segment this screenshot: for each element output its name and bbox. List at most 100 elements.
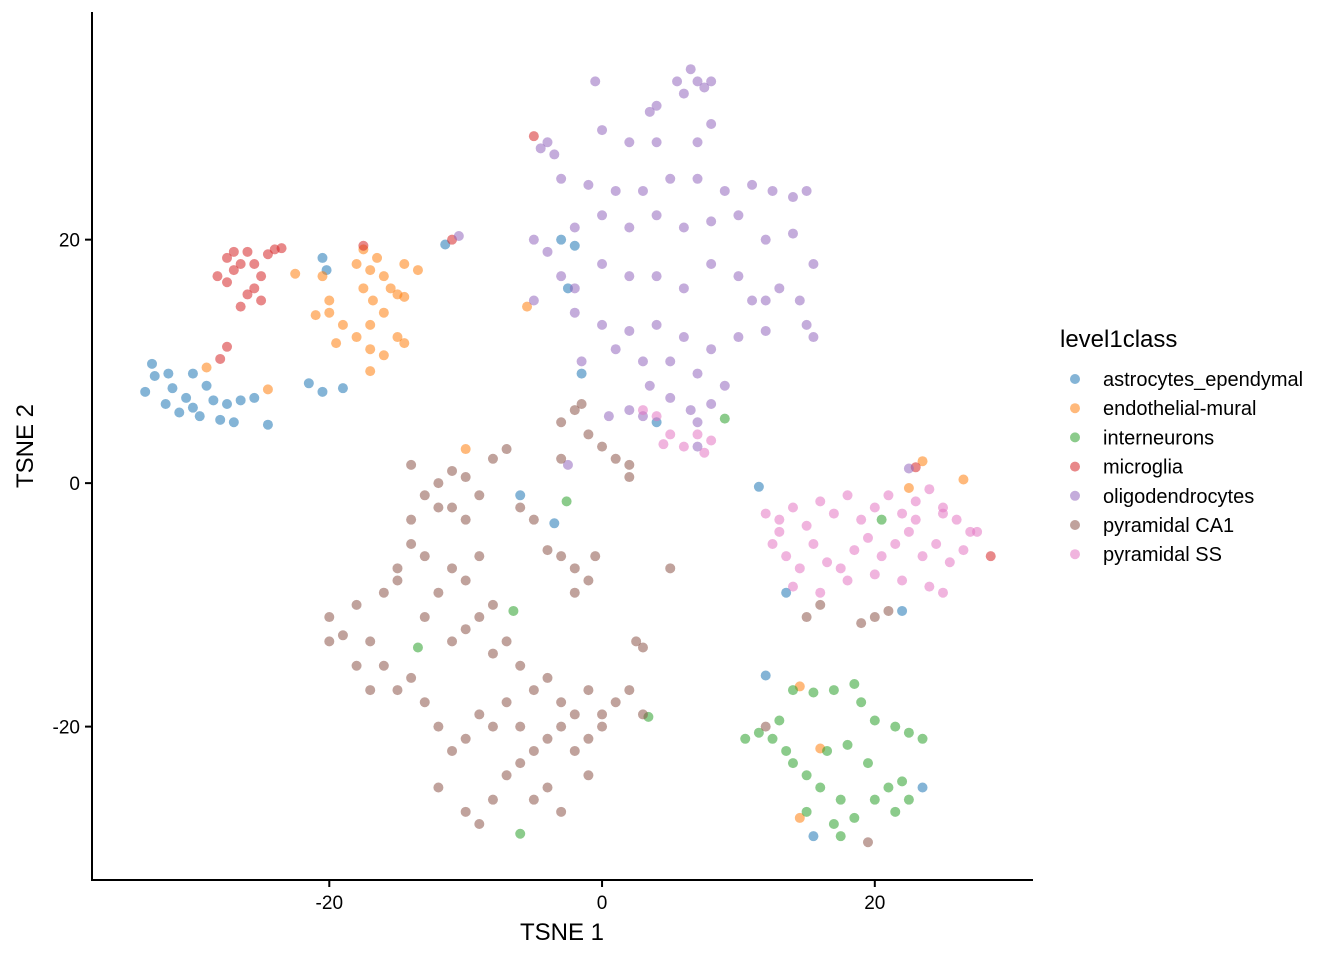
point-pyramidal-ca1 bbox=[365, 636, 376, 647]
point-interneurons bbox=[828, 819, 839, 829]
legend-key bbox=[1070, 403, 1080, 414]
point-pyramidal-ca1 bbox=[501, 444, 512, 455]
point-pyramidal-ss bbox=[842, 575, 853, 586]
point-oligodendrocytes bbox=[651, 100, 662, 111]
point-pyramidal-ca1 bbox=[801, 612, 812, 623]
point-pyramidal-ca1 bbox=[351, 660, 362, 671]
point-pyramidal-ca1 bbox=[556, 417, 567, 428]
point-astrocytes-ependymal bbox=[163, 368, 174, 379]
point-oligodendrocytes bbox=[624, 271, 635, 282]
point-microglia bbox=[228, 265, 239, 276]
point-pyramidal-ca1 bbox=[460, 514, 471, 525]
point-pyramidal-ss bbox=[897, 575, 908, 586]
legend: level1class astrocytes_ependymal endothel… bbox=[1060, 326, 1303, 566]
point-endothelial-mural bbox=[372, 252, 383, 263]
legend-key bbox=[1070, 520, 1080, 530]
point-endothelial-mural bbox=[358, 283, 369, 294]
point-astrocytes-ependymal bbox=[515, 490, 526, 501]
point-astrocytes-ependymal bbox=[215, 414, 226, 425]
point-pyramidal-ss bbox=[767, 539, 778, 549]
point-pyramidal-ca1 bbox=[760, 721, 771, 732]
point-pyramidal-ca1 bbox=[556, 806, 567, 817]
point-oligodendrocytes bbox=[556, 173, 567, 184]
point-oligodendrocytes bbox=[706, 259, 717, 269]
point-astrocytes-ependymal bbox=[760, 670, 771, 681]
point-oligodendrocytes bbox=[569, 307, 580, 318]
point-astrocytes-ependymal bbox=[781, 587, 792, 598]
point-pyramidal-ss bbox=[876, 551, 887, 562]
point-pyramidal-ca1 bbox=[590, 551, 601, 562]
point-pyramidal-ca1 bbox=[583, 575, 594, 586]
point-microglia bbox=[276, 243, 287, 254]
point-oligodendrocytes bbox=[665, 392, 676, 403]
point-astrocytes-ependymal bbox=[262, 419, 273, 430]
point-oligodendrocytes bbox=[624, 137, 635, 148]
point-pyramidal-ca1 bbox=[433, 587, 444, 598]
point-endothelial-mural bbox=[378, 350, 389, 361]
point-pyramidal-ca1 bbox=[597, 709, 608, 720]
point-endothelial-mural bbox=[351, 259, 362, 269]
point-oligodendrocytes bbox=[678, 88, 689, 99]
point-pyramidal-ca1 bbox=[447, 636, 458, 647]
point-oligodendrocytes bbox=[583, 179, 594, 190]
point-pyramidal-ca1 bbox=[583, 685, 594, 696]
point-pyramidal-ca1 bbox=[597, 721, 608, 732]
point-astrocytes-ependymal bbox=[167, 383, 178, 394]
point-microglia bbox=[242, 289, 253, 300]
point-pyramidal-ss bbox=[944, 557, 955, 568]
y-axis-title: TSNE 2 bbox=[12, 404, 39, 488]
point-endothelial-mural bbox=[262, 384, 273, 395]
point-endothelial-mural bbox=[365, 344, 376, 355]
point-pyramidal-ss bbox=[787, 581, 798, 592]
point-endothelial-mural bbox=[324, 295, 335, 306]
point-pyramidal-ca1 bbox=[569, 563, 580, 574]
point-endothelial-mural bbox=[399, 259, 410, 269]
point-interneurons bbox=[903, 727, 914, 738]
point-pyramidal-ss bbox=[699, 447, 710, 458]
point-pyramidal-ca1 bbox=[501, 636, 512, 647]
y-ticks: -20 0 20 bbox=[53, 231, 92, 739]
point-oligodendrocytes bbox=[719, 185, 730, 196]
point-astrocytes-ependymal bbox=[549, 518, 560, 529]
point-oligodendrocytes bbox=[692, 441, 703, 452]
point-pyramidal-ca1 bbox=[487, 453, 498, 464]
point-pyramidal-ca1 bbox=[487, 794, 498, 805]
point-interneurons bbox=[835, 831, 846, 842]
point-pyramidal-ca1 bbox=[460, 733, 471, 744]
point-oligodendrocytes bbox=[603, 411, 614, 422]
point-endothelial-mural bbox=[365, 265, 376, 276]
point-pyramidal-ss bbox=[869, 569, 880, 580]
point-interneurons bbox=[890, 721, 901, 732]
point-endothelial-mural bbox=[378, 307, 389, 318]
point-endothelial-mural bbox=[794, 812, 805, 823]
point-oligodendrocytes bbox=[528, 234, 539, 245]
point-pyramidal-ca1 bbox=[637, 642, 648, 653]
point-oligodendrocytes bbox=[692, 417, 703, 428]
point-oligodendrocytes bbox=[651, 271, 662, 282]
point-oligodendrocytes bbox=[774, 283, 785, 294]
point-oligodendrocytes bbox=[453, 231, 464, 241]
point-microglia bbox=[222, 341, 233, 352]
point-microglia bbox=[256, 271, 267, 282]
point-astrocytes-ependymal bbox=[222, 399, 233, 409]
legend-key bbox=[1070, 549, 1080, 560]
legend-label: endothelial-mural bbox=[1103, 398, 1256, 420]
point-pyramidal-ca1 bbox=[515, 502, 526, 513]
point-interneurons bbox=[835, 794, 846, 805]
point-interneurons bbox=[842, 739, 853, 750]
point-astrocytes-ependymal bbox=[897, 605, 908, 616]
point-pyramidal-ca1 bbox=[556, 697, 567, 708]
point-pyramidal-ca1 bbox=[569, 709, 580, 720]
point-pyramidal-ca1 bbox=[487, 648, 498, 659]
point-pyramidal-ca1 bbox=[487, 599, 498, 610]
point-oligodendrocytes bbox=[590, 76, 601, 87]
point-pyramidal-ca1 bbox=[406, 539, 417, 549]
point-oligodendrocytes bbox=[624, 325, 635, 336]
point-pyramidal-ss bbox=[828, 508, 839, 519]
point-oligodendrocytes bbox=[808, 259, 819, 269]
point-microglia bbox=[212, 271, 223, 282]
point-pyramidal-ca1 bbox=[324, 636, 335, 647]
point-oligodendrocytes bbox=[733, 271, 744, 282]
point-interneurons bbox=[849, 812, 860, 823]
point-endothelial-mural bbox=[324, 307, 335, 318]
